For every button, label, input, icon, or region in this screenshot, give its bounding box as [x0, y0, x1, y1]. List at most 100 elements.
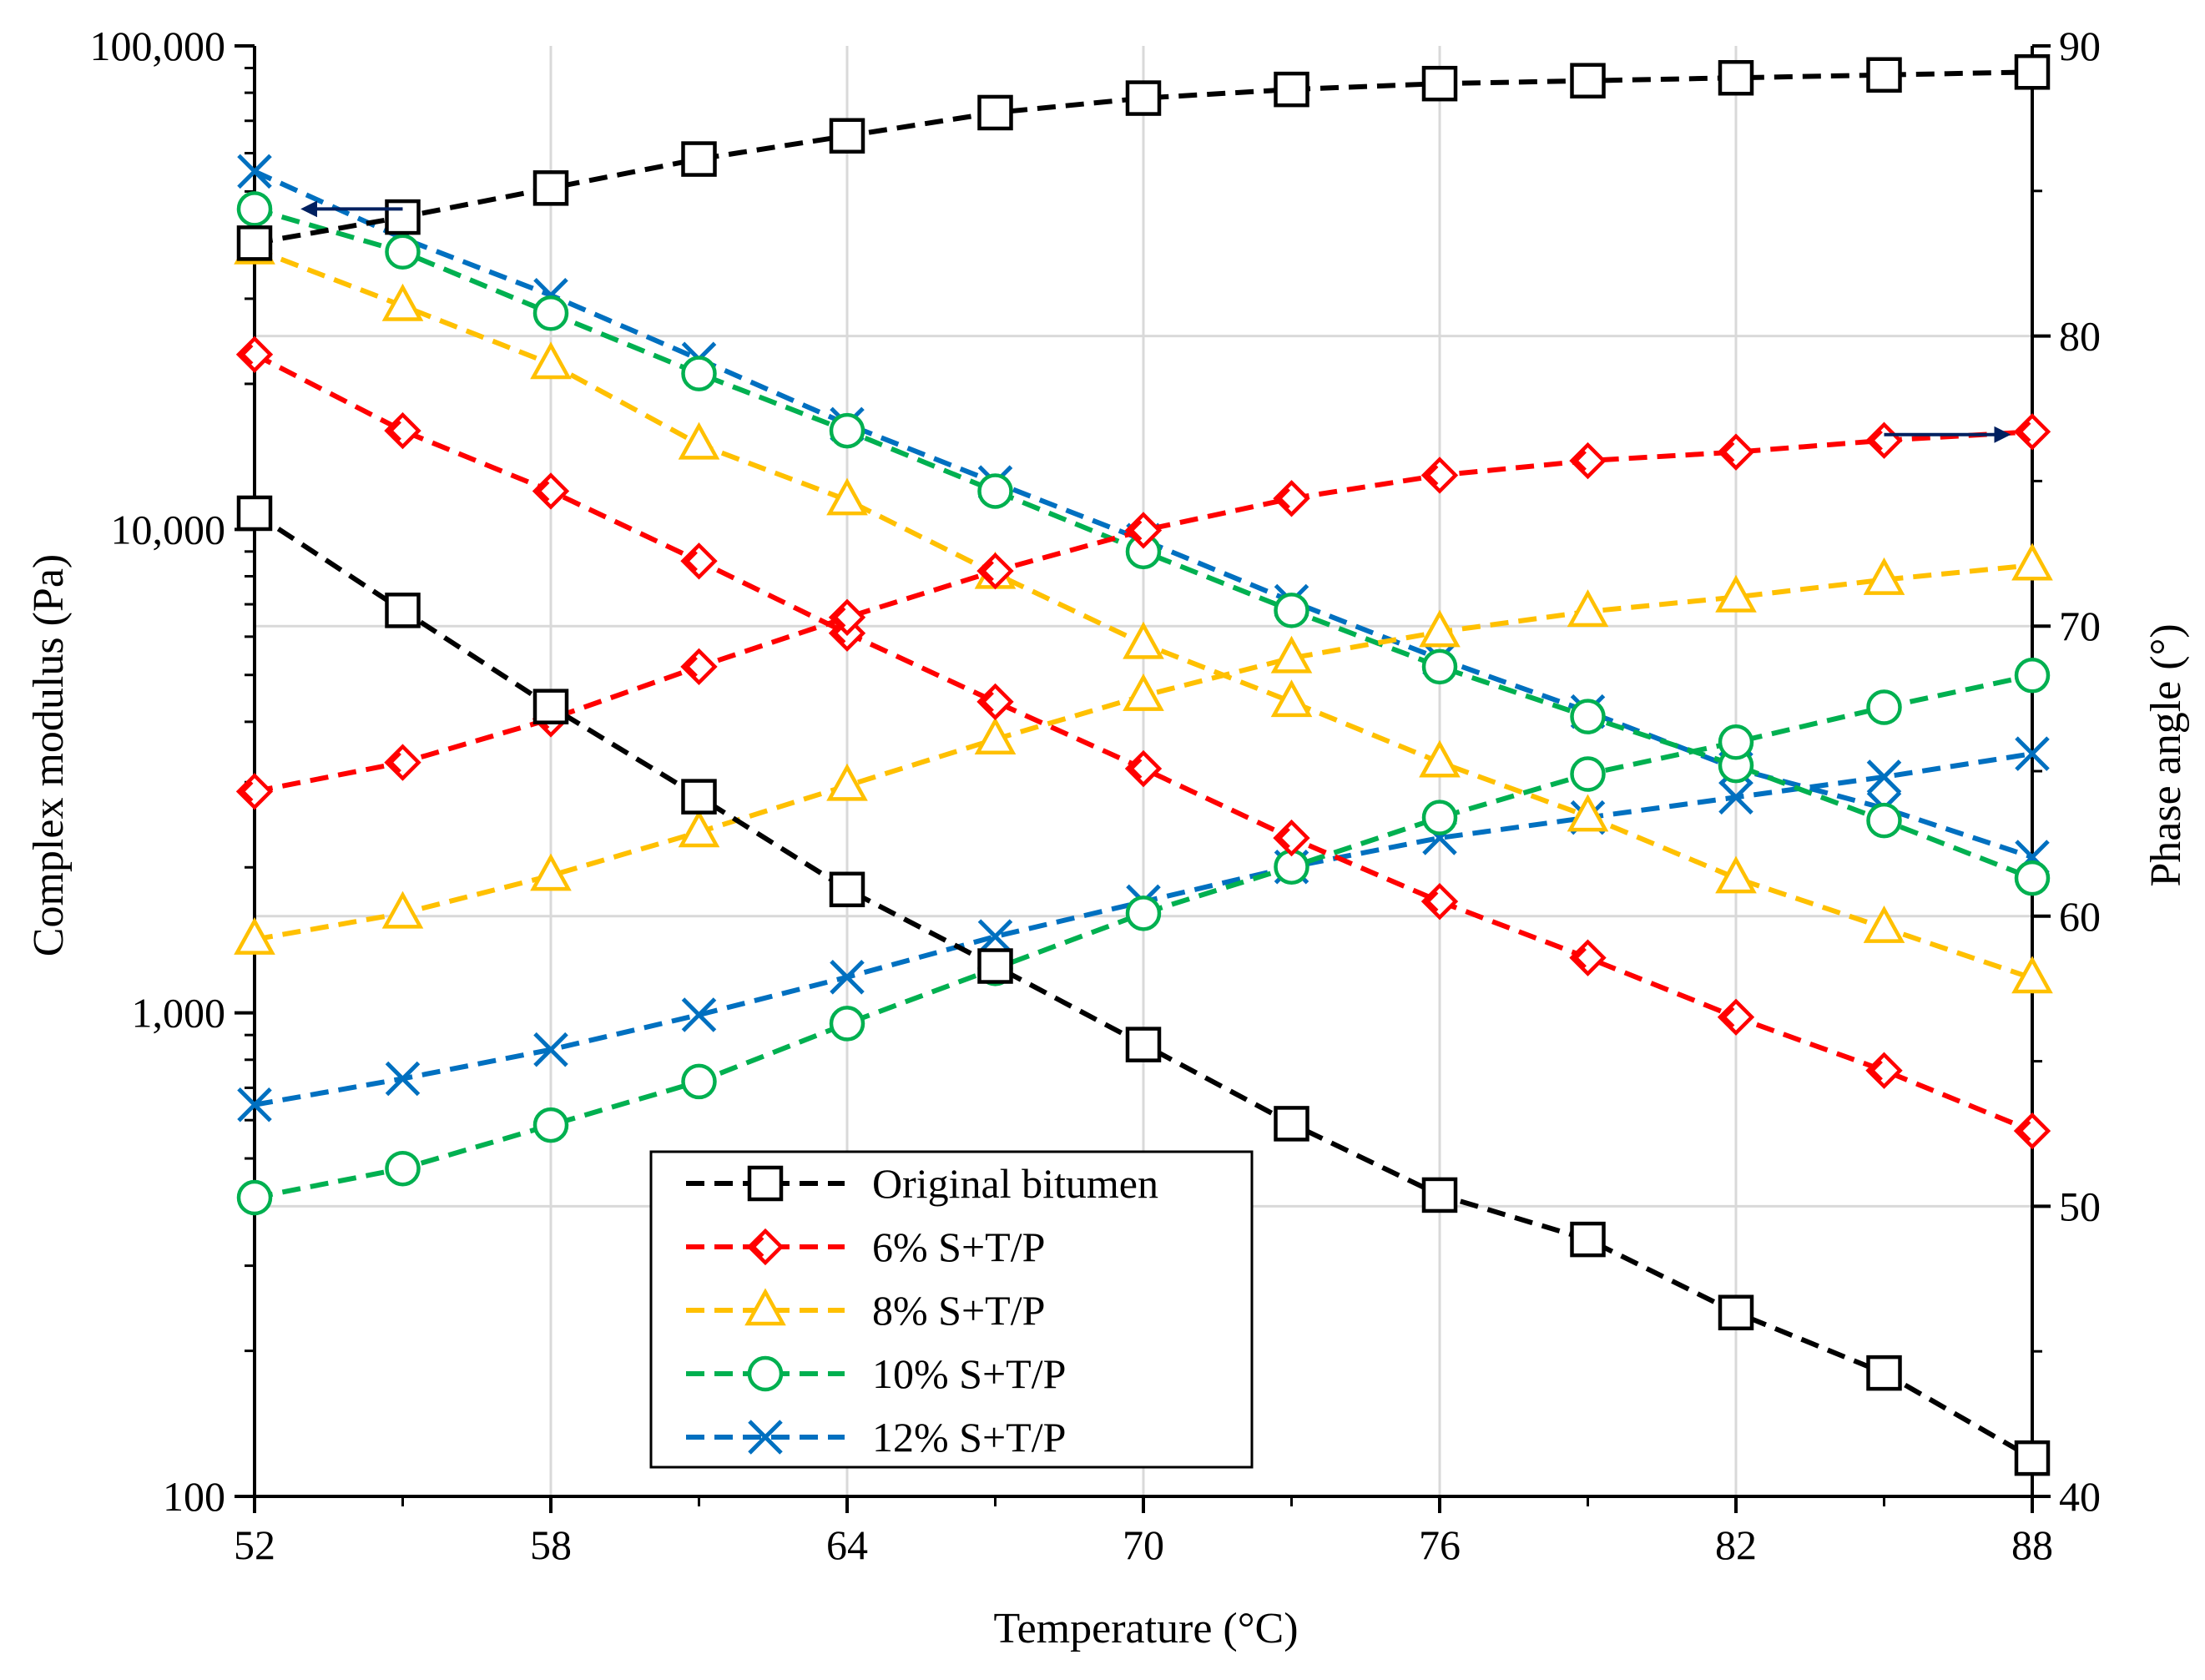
phase-angle-point: [678, 810, 720, 848]
marker-chevron: [2018, 421, 2031, 442]
modulus-point: [1715, 855, 1757, 894]
phase-angle-point: [381, 890, 424, 929]
marker-stroke: [681, 997, 717, 1032]
legend-item: 12% S+T/P: [686, 1414, 1066, 1461]
marker-stroke: [977, 919, 1013, 954]
phase-angle-point: [1421, 65, 1458, 102]
phase-angle-point: [532, 170, 569, 206]
y-left-axis-title: Complex modulus (Pa): [25, 554, 73, 956]
phase-angle-point: [235, 773, 274, 810]
marker-chevron: [1425, 465, 1439, 486]
modulus-point: [1421, 1177, 1458, 1213]
phase-angle-point: [681, 1063, 717, 1100]
marker-diamond: [680, 648, 718, 686]
legend-item: 10% S+T/P: [686, 1350, 1066, 1397]
marker-diamond: [1273, 819, 1310, 857]
phase-angle-point: [681, 141, 717, 177]
modulus-point: [1567, 794, 1609, 832]
legend-item: 8% S+T/P: [686, 1287, 1045, 1334]
phase-angle-point: [1570, 756, 1606, 792]
marker-stroke: [2015, 736, 2050, 771]
legend-label: 10% S+T/P: [872, 1350, 1066, 1397]
marker-chevron: [981, 560, 994, 582]
x-tick-label: 64: [826, 1521, 868, 1568]
modulus-point: [1123, 621, 1164, 659]
y-right-axis-title: Phase angle (°): [2142, 623, 2190, 886]
marker-diamond: [235, 773, 274, 810]
modulus-point: [977, 948, 1013, 984]
modulus-point: [1270, 679, 1313, 718]
legend-marker: [747, 1165, 784, 1202]
marker-diamond: [746, 1228, 785, 1266]
phase-angle-point: [830, 960, 865, 995]
modulus-point: [1570, 1221, 1606, 1258]
phase-angle-point: [977, 94, 1013, 131]
modulus-point: [681, 356, 717, 391]
phase-angle-point: [1419, 609, 1461, 648]
modulus-point: [829, 871, 865, 908]
annotations: [300, 200, 2011, 443]
phase-angle-point: [1274, 71, 1309, 108]
modulus-point: [532, 472, 570, 510]
x-axis-title: Temperature (°C): [993, 1605, 1298, 1652]
phase-angle-point: [829, 1006, 865, 1042]
marker-chevron: [240, 344, 254, 366]
modulus-point: [1866, 1355, 1902, 1391]
y-left-tick-label: 10,000: [111, 506, 226, 552]
marker-chevron: [240, 780, 254, 802]
legend-label: 12% S+T/P: [872, 1414, 1066, 1461]
modulus-point: [680, 542, 718, 580]
phase-angle-point: [1718, 779, 1753, 815]
y-right-tick-label: 60: [2059, 893, 2101, 940]
marker-diamond: [1865, 1052, 1903, 1089]
modulus-point: [532, 689, 569, 724]
phase-angle-point: [828, 598, 866, 636]
marker-diamond: [1569, 441, 1607, 480]
phase-angle-point: [1717, 433, 1755, 471]
phase-angle-point: [1569, 441, 1607, 480]
marker-chevron: [833, 607, 846, 628]
modulus-point: [1274, 593, 1309, 628]
modulus-point: [2014, 1440, 2051, 1476]
phase-angle-point: [236, 225, 273, 261]
axes: 52 58 64 70 76 82 88 100 1,000 10,000 100,000 40 50 6…: [90, 23, 2102, 1568]
phase-angle-point: [1866, 57, 1902, 93]
modulus-point: [385, 234, 421, 270]
y-right-tick-label: 90: [2059, 23, 2101, 69]
marker-diamond: [384, 411, 421, 450]
modulus-point: [530, 341, 572, 380]
marker-chevron: [1277, 487, 1290, 509]
marker-chevron: [1869, 1060, 1883, 1082]
phase-angle-point: [976, 552, 1014, 590]
marker-chevron: [1722, 1006, 1735, 1028]
phase-angle-point: [680, 648, 718, 686]
series-6-s-t-p: [235, 335, 2051, 1150]
x-tick-label: 70: [1123, 1521, 1164, 1568]
phase-angle-point: [1718, 59, 1754, 96]
legend-marker: [746, 1228, 785, 1266]
phase-angle-point: [1125, 895, 1162, 931]
modulus-point: [976, 683, 1014, 721]
x-tick-label: 76: [1419, 1521, 1461, 1568]
marker-diamond: [828, 598, 866, 636]
modulus-point: [235, 335, 274, 373]
legend: Original bitumen 6% S+T/P 8% S+T/P 10% S+T/…: [649, 1150, 1254, 1469]
marker-diamond: [2013, 1112, 2051, 1150]
phase-angle-point: [530, 853, 572, 891]
phase-angle-point: [826, 763, 868, 801]
modulus-point: [1570, 699, 1606, 734]
phase-angle-point: [385, 1150, 421, 1187]
marker-diamond: [1717, 433, 1755, 471]
phase-angle-point: [237, 1087, 272, 1123]
marker-chevron: [388, 752, 401, 773]
marker-chevron: [537, 481, 550, 502]
marker-diamond: [1420, 882, 1459, 921]
phase-angle-point: [2014, 54, 2051, 90]
y-left-tick-label: 100,000: [90, 23, 226, 69]
phase-angle-point: [385, 1061, 421, 1097]
phase-angle-point: [1570, 63, 1606, 98]
phase-angle-point: [1866, 689, 1902, 725]
series-original-bitumen: [236, 54, 2051, 1476]
modulus-point: [678, 421, 720, 460]
